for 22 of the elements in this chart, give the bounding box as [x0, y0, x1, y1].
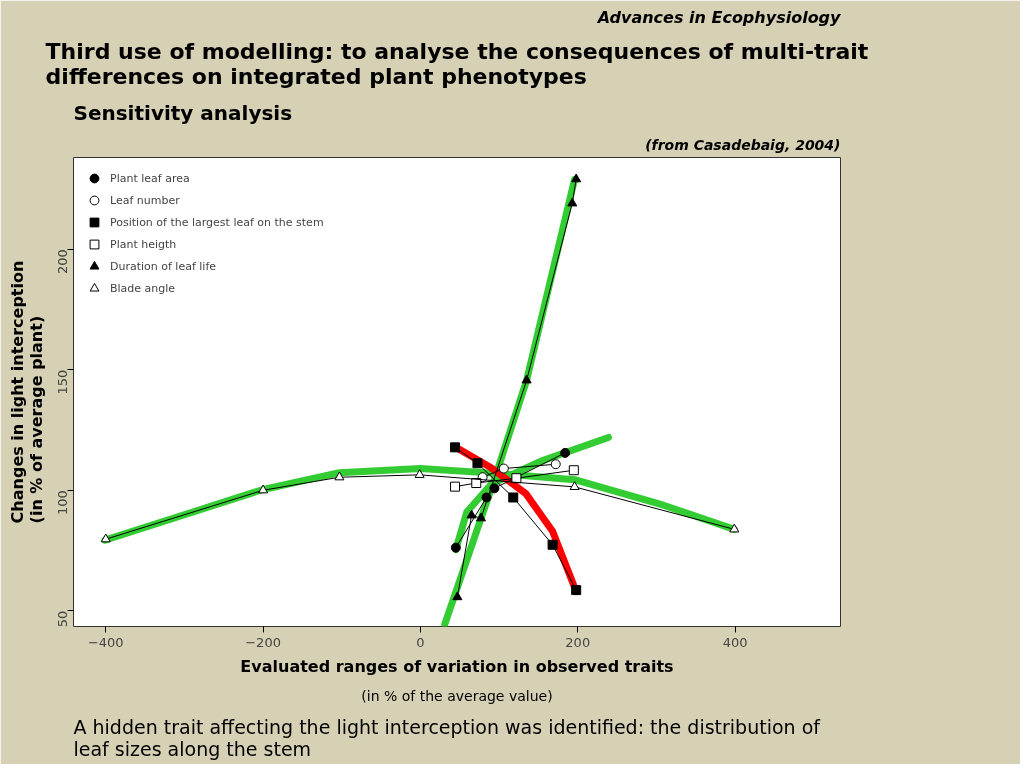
text: A hidden trait affecting the light interception was identified: the distribution of leaf sizes along the stem	[73, 715, 822, 760]
legend-label: Duration of leaf life	[110, 258, 217, 275]
y-axis-title: Changes in light interception (in % of average plant)	[7, 260, 46, 524]
text: (from Casadebaig, 2004)	[645, 136, 841, 153]
x-tick-label: 400	[722, 634, 748, 650]
x-axis-title: Evaluated ranges of variation in observed traits (in % of the average value)	[240, 656, 674, 704]
legend-label: Plant heigth	[110, 236, 177, 253]
chart-subtitle: Sensitivity analysis	[73, 100, 293, 125]
y-tick-label: 150	[55, 369, 70, 395]
x-tick-label: −200	[245, 634, 281, 650]
legend-label: Leaf number	[110, 192, 180, 209]
legend-label: Plant leaf area	[110, 170, 190, 187]
x-tick-label: 0	[416, 634, 425, 650]
y-tick-label: 200	[55, 249, 70, 274]
legend-label: Blade angle	[110, 280, 176, 297]
y-tick-label: 100	[55, 490, 70, 516]
x-tick-label: −400	[87, 634, 124, 650]
text: Advances in Ecophysiology	[595, 7, 842, 27]
x-tick-label: 200	[565, 634, 591, 650]
y-tick-label: 50	[55, 610, 70, 628]
legend-label: Position of the largest leaf on the stem	[110, 214, 324, 231]
chart-title: Third use of modelling: to analyse the consequences of multi-trait differences on integrated plant phenotypes	[45, 38, 869, 89]
